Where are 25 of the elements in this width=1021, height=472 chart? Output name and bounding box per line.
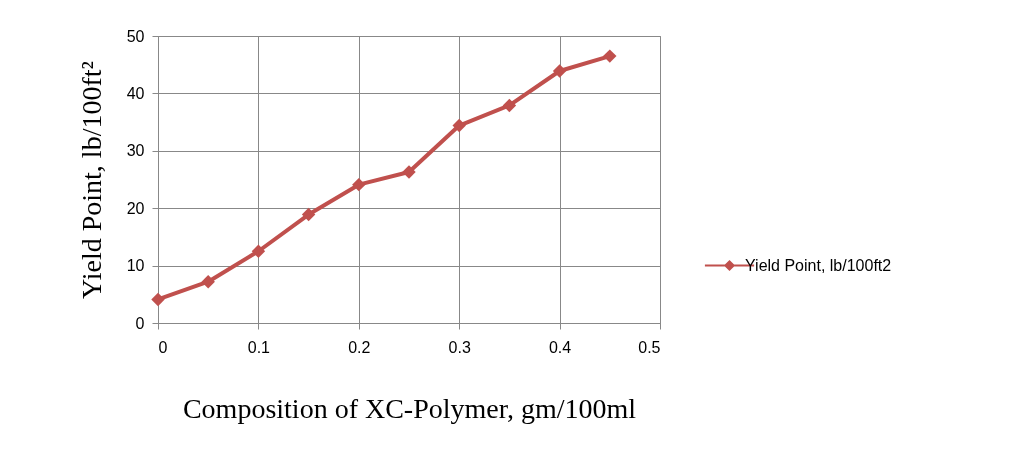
y-tick-label: 30 xyxy=(126,142,145,160)
point xyxy=(201,274,215,289)
point xyxy=(502,98,517,113)
point xyxy=(452,118,466,133)
y-tick-label: 20 xyxy=(126,199,145,217)
x-tick-label: 0.3 xyxy=(448,338,471,356)
x-tick-label: 0.2 xyxy=(348,338,371,356)
x-tick-label: 0.5 xyxy=(638,338,661,356)
point xyxy=(251,244,266,258)
y-axis-title: Yield Point, lb/100ft² xyxy=(75,61,107,299)
point xyxy=(301,207,316,222)
y-tick-label: 40 xyxy=(126,84,145,102)
point xyxy=(151,292,165,307)
x-tick-label: 0.4 xyxy=(548,338,572,356)
x-tick-label: 0 xyxy=(158,338,168,356)
y-tick-label: 10 xyxy=(126,257,145,275)
point xyxy=(552,64,567,78)
point xyxy=(352,177,366,192)
legend-label: Yield Point, lb/100ft2 xyxy=(745,256,892,274)
y-tick-label: 50 xyxy=(126,27,145,45)
point xyxy=(402,165,416,179)
point xyxy=(603,49,617,63)
x-axis-title: Composition of XC-Polymer, gm/100ml xyxy=(182,392,637,424)
x-tick-label: 0.1 xyxy=(247,338,271,356)
y-tick-label: 0 xyxy=(135,314,145,332)
